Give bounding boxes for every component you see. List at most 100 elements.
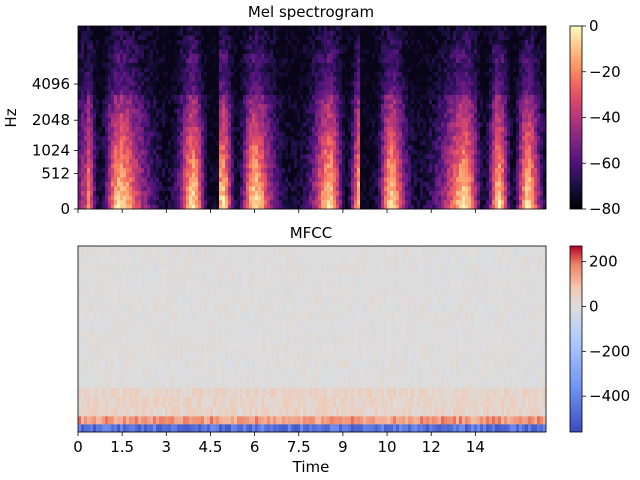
mel-cell: [141, 195, 145, 201]
mel-cell: [330, 48, 334, 54]
mel-cell: [192, 144, 196, 150]
mel-cell: [336, 186, 340, 192]
mel-cell: [249, 26, 253, 31]
mel-cell: [279, 122, 283, 127]
mel-cell: [153, 58, 157, 63]
mel-cell: [348, 144, 352, 150]
mel-cell: [153, 44, 157, 50]
mel-cell: [318, 163, 322, 169]
mel-cell: [108, 44, 112, 50]
mel-cell: [141, 140, 145, 146]
mel-cell: [117, 186, 121, 192]
mel-cell: [429, 181, 433, 187]
mel-cell: [270, 154, 274, 160]
mel-cell: [87, 167, 91, 173]
mel-cell: [252, 122, 256, 127]
mel-cell: [183, 99, 187, 105]
mel-cell: [441, 149, 445, 155]
mel-cell: [246, 71, 250, 77]
mel-cell: [177, 190, 181, 196]
mel-cell: [108, 195, 112, 201]
mel-cell: [228, 62, 232, 68]
mel-cell: [393, 204, 397, 210]
mel-cell: [237, 167, 241, 173]
mel-cell: [321, 39, 325, 45]
mel-cell: [405, 135, 409, 141]
mel-cell: [441, 186, 445, 192]
mel-cell: [438, 144, 442, 150]
mel-cell: [183, 154, 187, 160]
mel-cell: [165, 195, 169, 201]
mel-cell: [354, 122, 358, 127]
mel-cell: [321, 103, 325, 109]
mel-cell: [138, 62, 142, 68]
mel-cell: [384, 71, 388, 77]
mel-cell: [204, 149, 208, 155]
mel-cell: [270, 108, 274, 114]
mel-cell: [339, 144, 343, 150]
mel-cell: [360, 44, 364, 50]
mel-cell: [252, 71, 256, 77]
mel-cell: [210, 144, 214, 150]
mel-cell: [339, 126, 343, 132]
mel-cell: [219, 135, 223, 141]
mel-cell: [243, 204, 247, 210]
mel-cell: [336, 76, 340, 82]
mel-cell: [111, 26, 115, 31]
mel-cell: [438, 76, 442, 82]
mel-cell: [207, 163, 211, 169]
mel-cell: [216, 135, 220, 141]
mel-cell: [429, 176, 433, 182]
mel-cell: [90, 158, 94, 164]
mel-cell: [156, 26, 160, 31]
mel-cell: [177, 158, 181, 164]
mel-cell: [201, 167, 205, 173]
mel-cell: [426, 67, 430, 73]
mel-cell: [270, 99, 274, 105]
mel-cell: [186, 58, 190, 63]
mel-cell: [237, 71, 241, 77]
mel-cell: [198, 158, 202, 164]
mel-cell: [339, 71, 343, 77]
mel-cell: [177, 48, 181, 54]
mel-cell: [228, 199, 232, 205]
mel-cell: [102, 99, 106, 105]
mel-cell: [327, 140, 331, 146]
mel-cell: [198, 163, 202, 169]
mel-cell: [84, 163, 88, 169]
mel-cell: [435, 140, 439, 146]
mel-cell: [327, 167, 331, 173]
mel-cell: [399, 186, 403, 192]
mel-cell: [357, 149, 361, 155]
mel-cell: [417, 48, 421, 54]
mel-cell: [357, 108, 361, 114]
mel-cell: [162, 195, 166, 201]
mel-cell: [384, 122, 388, 127]
mel-cell: [333, 195, 337, 201]
mel-cell: [354, 158, 358, 164]
mel-cell: [186, 131, 190, 137]
mel-cell: [258, 186, 262, 192]
mel-cell: [402, 172, 406, 178]
mel-cell: [441, 195, 445, 201]
mel-cell: [393, 48, 397, 54]
mel-cell: [429, 94, 433, 100]
mel-cell: [222, 26, 226, 31]
mel-cell: [132, 30, 136, 36]
mel-cell: [240, 30, 244, 36]
mel-cell: [390, 126, 394, 132]
mel-cell: [225, 80, 229, 86]
mel-cell: [171, 186, 175, 192]
mel-cell: [240, 154, 244, 160]
mel-cell: [291, 167, 295, 173]
mel-cell: [87, 76, 91, 82]
mel-cell: [444, 167, 448, 173]
mel-cell: [381, 103, 385, 109]
mel-cell: [324, 108, 328, 114]
mel-cell: [411, 90, 415, 95]
mel-cell: [279, 85, 283, 91]
mel-cell: [141, 112, 145, 118]
mel-cell: [444, 181, 448, 187]
mel-cell: [441, 144, 445, 150]
mel-cell: [141, 35, 145, 41]
